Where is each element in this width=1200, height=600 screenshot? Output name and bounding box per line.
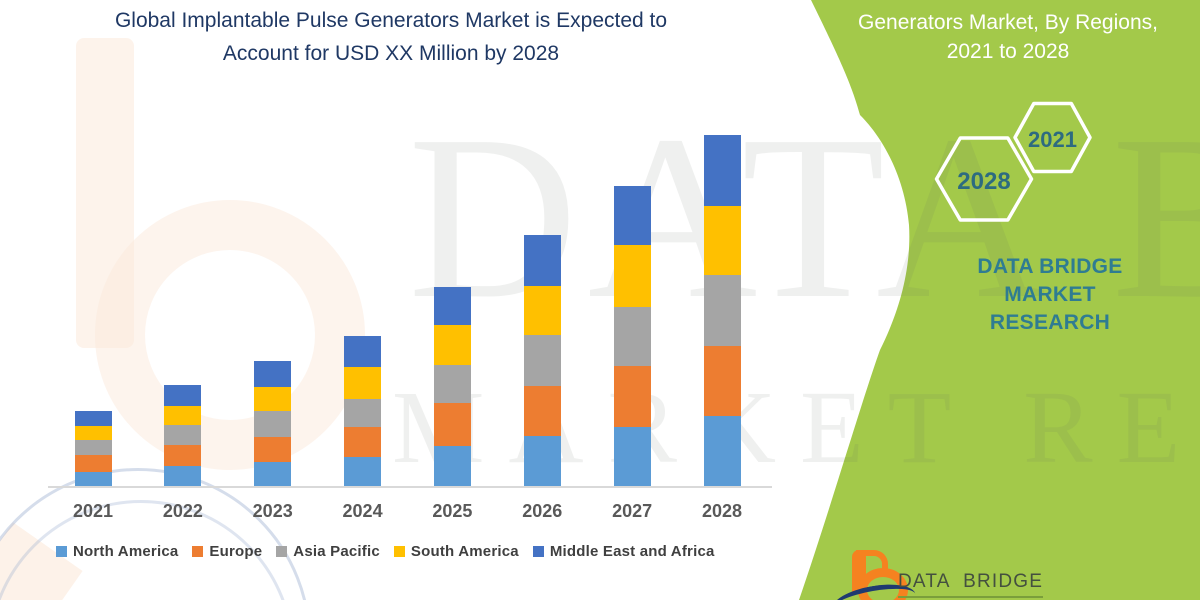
bar-segment-2026-europe: [523, 386, 561, 436]
bar-segment-2026-north-america: [523, 436, 561, 487]
bar-segment-2024-europe: [344, 427, 382, 457]
year-label-2028: 2028: [701, 501, 743, 521]
hexagon-2021-label: 2021: [1028, 127, 1077, 152]
legend-item-asia-pacific: Asia Pacific: [276, 543, 380, 560]
bar-segment-2026-asia-pacific: [523, 335, 561, 386]
legend-label: Europe: [209, 543, 263, 560]
bar-segment-2028-north-america: [703, 415, 741, 487]
bar-segment-2026-middle-east-and-africa: [523, 235, 561, 286]
legend-label: North America: [73, 543, 179, 560]
year-label-2026: 2026: [522, 501, 563, 521]
legend-item-middle-east-and-africa: Middle East and Africa: [532, 543, 715, 560]
chart-legend: North America Europe Asia Pacific South Ame…: [56, 543, 715, 560]
bar-segment-2023-north-america: [254, 461, 292, 487]
bar-segment-2028-asia-pacific: [703, 274, 741, 346]
bar-segment-2025-europe: [433, 402, 471, 446]
bar-segment-2028-middle-east-and-africa: [703, 135, 741, 206]
bar-segment-2025-north-america: [433, 446, 471, 487]
bar-segment-2026-south-america: [523, 286, 561, 335]
year-label-2021: 2021: [72, 501, 114, 521]
bar-segment-2025-middle-east-and-africa: [433, 286, 471, 325]
bar-segment-2021-asia-pacific: [74, 439, 112, 455]
bar-segment-2024-asia-pacific: [344, 398, 382, 427]
panel-heading-line2: 2021 to 2028: [946, 40, 1070, 63]
legend-swatch-icon: [532, 546, 544, 557]
bar-segment-2027-south-america: [613, 244, 651, 307]
legend-swatch-icon: [276, 546, 288, 557]
bar-segment-2023-middle-east-and-africa: [254, 361, 292, 387]
x-axis-line: [48, 486, 772, 488]
bar-segment-2024-middle-east-and-africa: [344, 336, 382, 367]
hexagon-2028-label: 2028: [957, 168, 1011, 195]
year-label-2023: 2023: [252, 501, 293, 521]
bar-segment-2023-south-america: [254, 387, 292, 411]
chart-title-line2: Account for USD XX Million by 2028: [222, 42, 560, 65]
legend-item-europe: Europe: [192, 543, 262, 560]
bar-segment-2022-north-america: [164, 466, 202, 487]
bar-segment-2022-middle-east-and-africa: [164, 385, 202, 406]
bar-segment-2028-europe: [703, 345, 741, 416]
bar-segment-2028-south-america: [703, 205, 741, 275]
bar-segment-2022-europe: [164, 444, 202, 466]
bar-segment-2021-north-america: [74, 472, 112, 487]
year-label-2024: 2024: [342, 501, 383, 521]
legend-swatch-icon: [192, 546, 204, 557]
bar-segment-2027-europe: [613, 366, 651, 427]
year-label-2027: 2027: [612, 501, 653, 521]
legend-swatch-icon: [393, 546, 405, 557]
bar-segment-2021-south-america: [74, 425, 112, 440]
bar-segment-2021-middle-east-and-africa: [74, 410, 112, 426]
bar-segment-2023-asia-pacific: [254, 410, 292, 437]
brand-caption-line1: DATA BRIDGE MARKET: [977, 255, 1123, 306]
bar-segment-2027-asia-pacific: [613, 306, 651, 366]
bar-segment-2027-north-america: [613, 427, 651, 487]
bar-segment-2025-asia-pacific: [433, 365, 471, 403]
bar-segment-2023-europe: [254, 436, 292, 462]
brand-caption: DATA BRIDGE MARKET RESEARCH: [930, 253, 1170, 337]
footer-brand-logo: DATA BRIDGE MARKET RESEARCH: [832, 548, 1172, 600]
bar-segment-2027-middle-east-and-africa: [613, 186, 651, 245]
year-label-2025: 2025: [432, 501, 473, 521]
bar-segment-2025-south-america: [433, 325, 471, 365]
bar-segment-2022-asia-pacific: [164, 424, 202, 445]
footer-brand-name: DATA BRIDGE: [898, 571, 1044, 598]
bar-segment-2022-south-america: [164, 406, 202, 425]
legend-swatch-icon: [56, 546, 67, 557]
legend-label: Asia Pacific: [293, 543, 380, 560]
panel-heading-line1: Generators Market, By Regions,: [858, 11, 1158, 34]
stacked-bar-chart: 2021 2022 2023 2024 2025 2026 2027 2028: [72, 135, 743, 521]
panel-heading: Generators Market, By Regions, 2021 to 2…: [840, 8, 1176, 66]
chart-title-line1: Global Implantable Pulse Generators Mark…: [114, 9, 668, 32]
legend-label: Middle East and Africa: [549, 543, 715, 560]
legend-item-north-america: North America: [56, 543, 178, 560]
brand-caption-line2: RESEARCH: [989, 311, 1111, 334]
bar-segment-2024-south-america: [344, 367, 382, 399]
legend-item-south-america: South America: [393, 543, 519, 560]
bar-segment-2024-north-america: [344, 457, 382, 487]
legend-label: South America: [410, 543, 519, 560]
year-label-2022: 2022: [162, 501, 203, 521]
bar-segment-2021-europe: [74, 454, 112, 472]
chart-title: Global Implantable Pulse Generators Mark…: [55, 4, 727, 70]
